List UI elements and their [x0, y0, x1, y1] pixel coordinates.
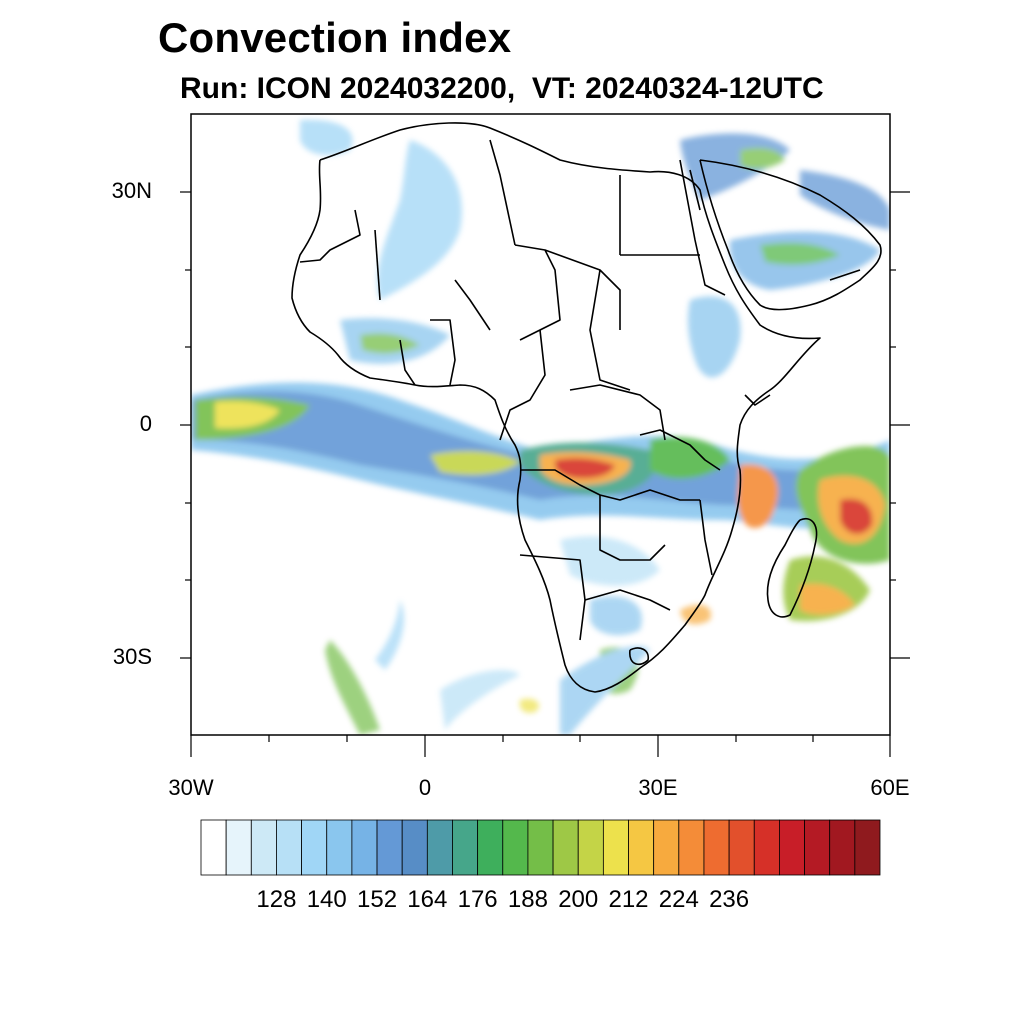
colorbar-box: [552, 819, 579, 876]
colorbar-box: [678, 819, 705, 876]
colorbar-box: [477, 819, 504, 876]
colorbar-box: [250, 819, 277, 876]
convection-field: [191, 119, 890, 735]
colorbar-box: [401, 819, 428, 876]
colorbar-box: [200, 819, 227, 876]
colorbar-box: [452, 819, 479, 876]
lat-label-0: 0: [139, 411, 152, 436]
colorbar-box: [276, 819, 302, 876]
colorbar-box: [602, 819, 629, 876]
colorbar-tick-label: 236: [709, 886, 750, 913]
colorbar-box: [301, 819, 328, 876]
map-title: Convection index: [158, 14, 512, 61]
colorbar-box: [376, 819, 403, 876]
colorbar-tick-label: 188: [507, 886, 548, 913]
colorbar-box: [728, 819, 755, 876]
lat-label-30s: 30S: [112, 644, 152, 669]
colorbar-tick-label: 212: [608, 886, 649, 913]
colorbar-box: [351, 819, 378, 876]
colorbar-box: [527, 819, 554, 876]
colorbar-box: [829, 819, 856, 876]
colorbar-tick-label: 224: [658, 886, 699, 913]
colorbar: [200, 819, 881, 876]
colorbar-box: [577, 819, 604, 876]
colorbar-box: [426, 819, 453, 876]
lon-label-30w: 30W: [168, 775, 214, 800]
colorbar-tick-label: 152: [357, 886, 398, 913]
lon-label-30e: 30E: [638, 775, 678, 800]
colorbar-box: [703, 819, 730, 876]
colorbar-box: [804, 819, 831, 876]
colorbar-box: [779, 819, 805, 876]
lon-label-0: 0: [418, 775, 432, 800]
colorbar-tick-label: 200: [558, 886, 599, 913]
coastlines: [291, 122, 882, 693]
colorbar-tick-label: 176: [457, 886, 498, 913]
colorbar-box: [326, 819, 353, 876]
colorbar-tick-label: 128: [256, 886, 297, 913]
colorbar-tick-label: 140: [306, 886, 347, 913]
lat-label-30n: 30N: [111, 178, 152, 203]
colorbar-tick-label: 164: [407, 886, 448, 913]
colorbar-box: [854, 819, 881, 876]
colorbar-box: [628, 819, 655, 876]
colorbar-box: [502, 819, 529, 876]
colorbar-box: [753, 819, 780, 876]
colorbar-box: [225, 819, 252, 876]
colorbar-box: [653, 819, 680, 876]
run-subtitle: Run: ICON 2024032200, VT: 20240324-12UTC: [180, 72, 824, 105]
lon-label-60e: 60E: [870, 775, 910, 800]
tick-marks: [180, 191, 910, 757]
